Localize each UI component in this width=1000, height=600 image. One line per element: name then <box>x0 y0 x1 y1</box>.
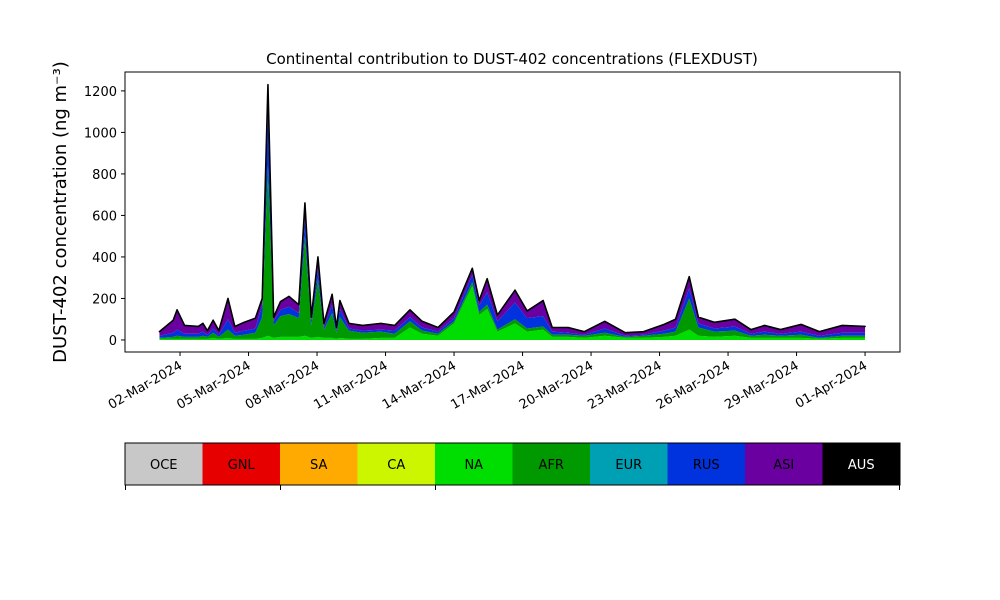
area <box>159 286 866 340</box>
colorbar-ticks <box>125 485 900 490</box>
legend-label: GNL <box>228 458 256 473</box>
x-tick-label: 20-Mar-2024 <box>517 358 596 412</box>
x-tick-label: 01-Apr-2024 <box>793 358 870 411</box>
legend-swatch <box>435 443 513 485</box>
x-tick-label: 26-Mar-2024 <box>654 358 733 412</box>
legend-label: AUS <box>848 458 875 473</box>
y-tick-label: 1200 <box>84 85 117 100</box>
x-tick-label: 05-Mar-2024 <box>174 358 253 412</box>
y-tick-label: 400 <box>92 251 117 266</box>
legend-swatch <box>125 443 203 485</box>
legend-swatch <box>512 443 591 485</box>
legend-label: OCE <box>150 458 178 473</box>
x-tick-label: 23-Mar-2024 <box>585 358 664 412</box>
legend-swatch <box>745 443 823 485</box>
x-tick-label: 11-Mar-2024 <box>311 358 390 412</box>
area <box>158 83 866 334</box>
y-tick-label: 200 <box>92 292 117 307</box>
legend-label: SA <box>310 458 327 473</box>
legend-swatch <box>202 443 281 485</box>
y-tick-label: 0 <box>109 334 117 349</box>
area <box>159 84 866 336</box>
x-tick-label: 14-Mar-2024 <box>380 358 459 412</box>
legend-label: RUS <box>693 458 720 473</box>
legend-swatch <box>280 443 358 485</box>
x-tick-label: 02-Mar-2024 <box>106 358 185 412</box>
legend-swatch <box>667 443 746 485</box>
y-tick-label: 600 <box>92 209 117 224</box>
legend-swatch <box>590 443 668 485</box>
legend-label: NA <box>464 458 483 473</box>
legend-label: CA <box>387 458 405 473</box>
y-tick-label: 800 <box>92 168 117 183</box>
legend-label: EUR <box>615 458 642 473</box>
y-axis-label: DUST-402 concentration (ng m⁻³) <box>50 61 71 363</box>
legend-label: AFR <box>539 458 564 473</box>
legend-swatch <box>357 443 436 485</box>
y-tick-label: 1000 <box>84 126 117 141</box>
legend-label: ASI <box>773 458 794 473</box>
x-tick-label: 08-Mar-2024 <box>243 358 322 412</box>
colorbar-frame <box>124 442 901 486</box>
legend-swatch <box>822 443 901 485</box>
plot-frame <box>124 71 901 353</box>
chart-title: Continental contribution to DUST-402 con… <box>266 50 758 68</box>
x-tick-label: 29-Mar-2024 <box>722 358 801 412</box>
x-tick-label: 17-Mar-2024 <box>448 358 527 412</box>
